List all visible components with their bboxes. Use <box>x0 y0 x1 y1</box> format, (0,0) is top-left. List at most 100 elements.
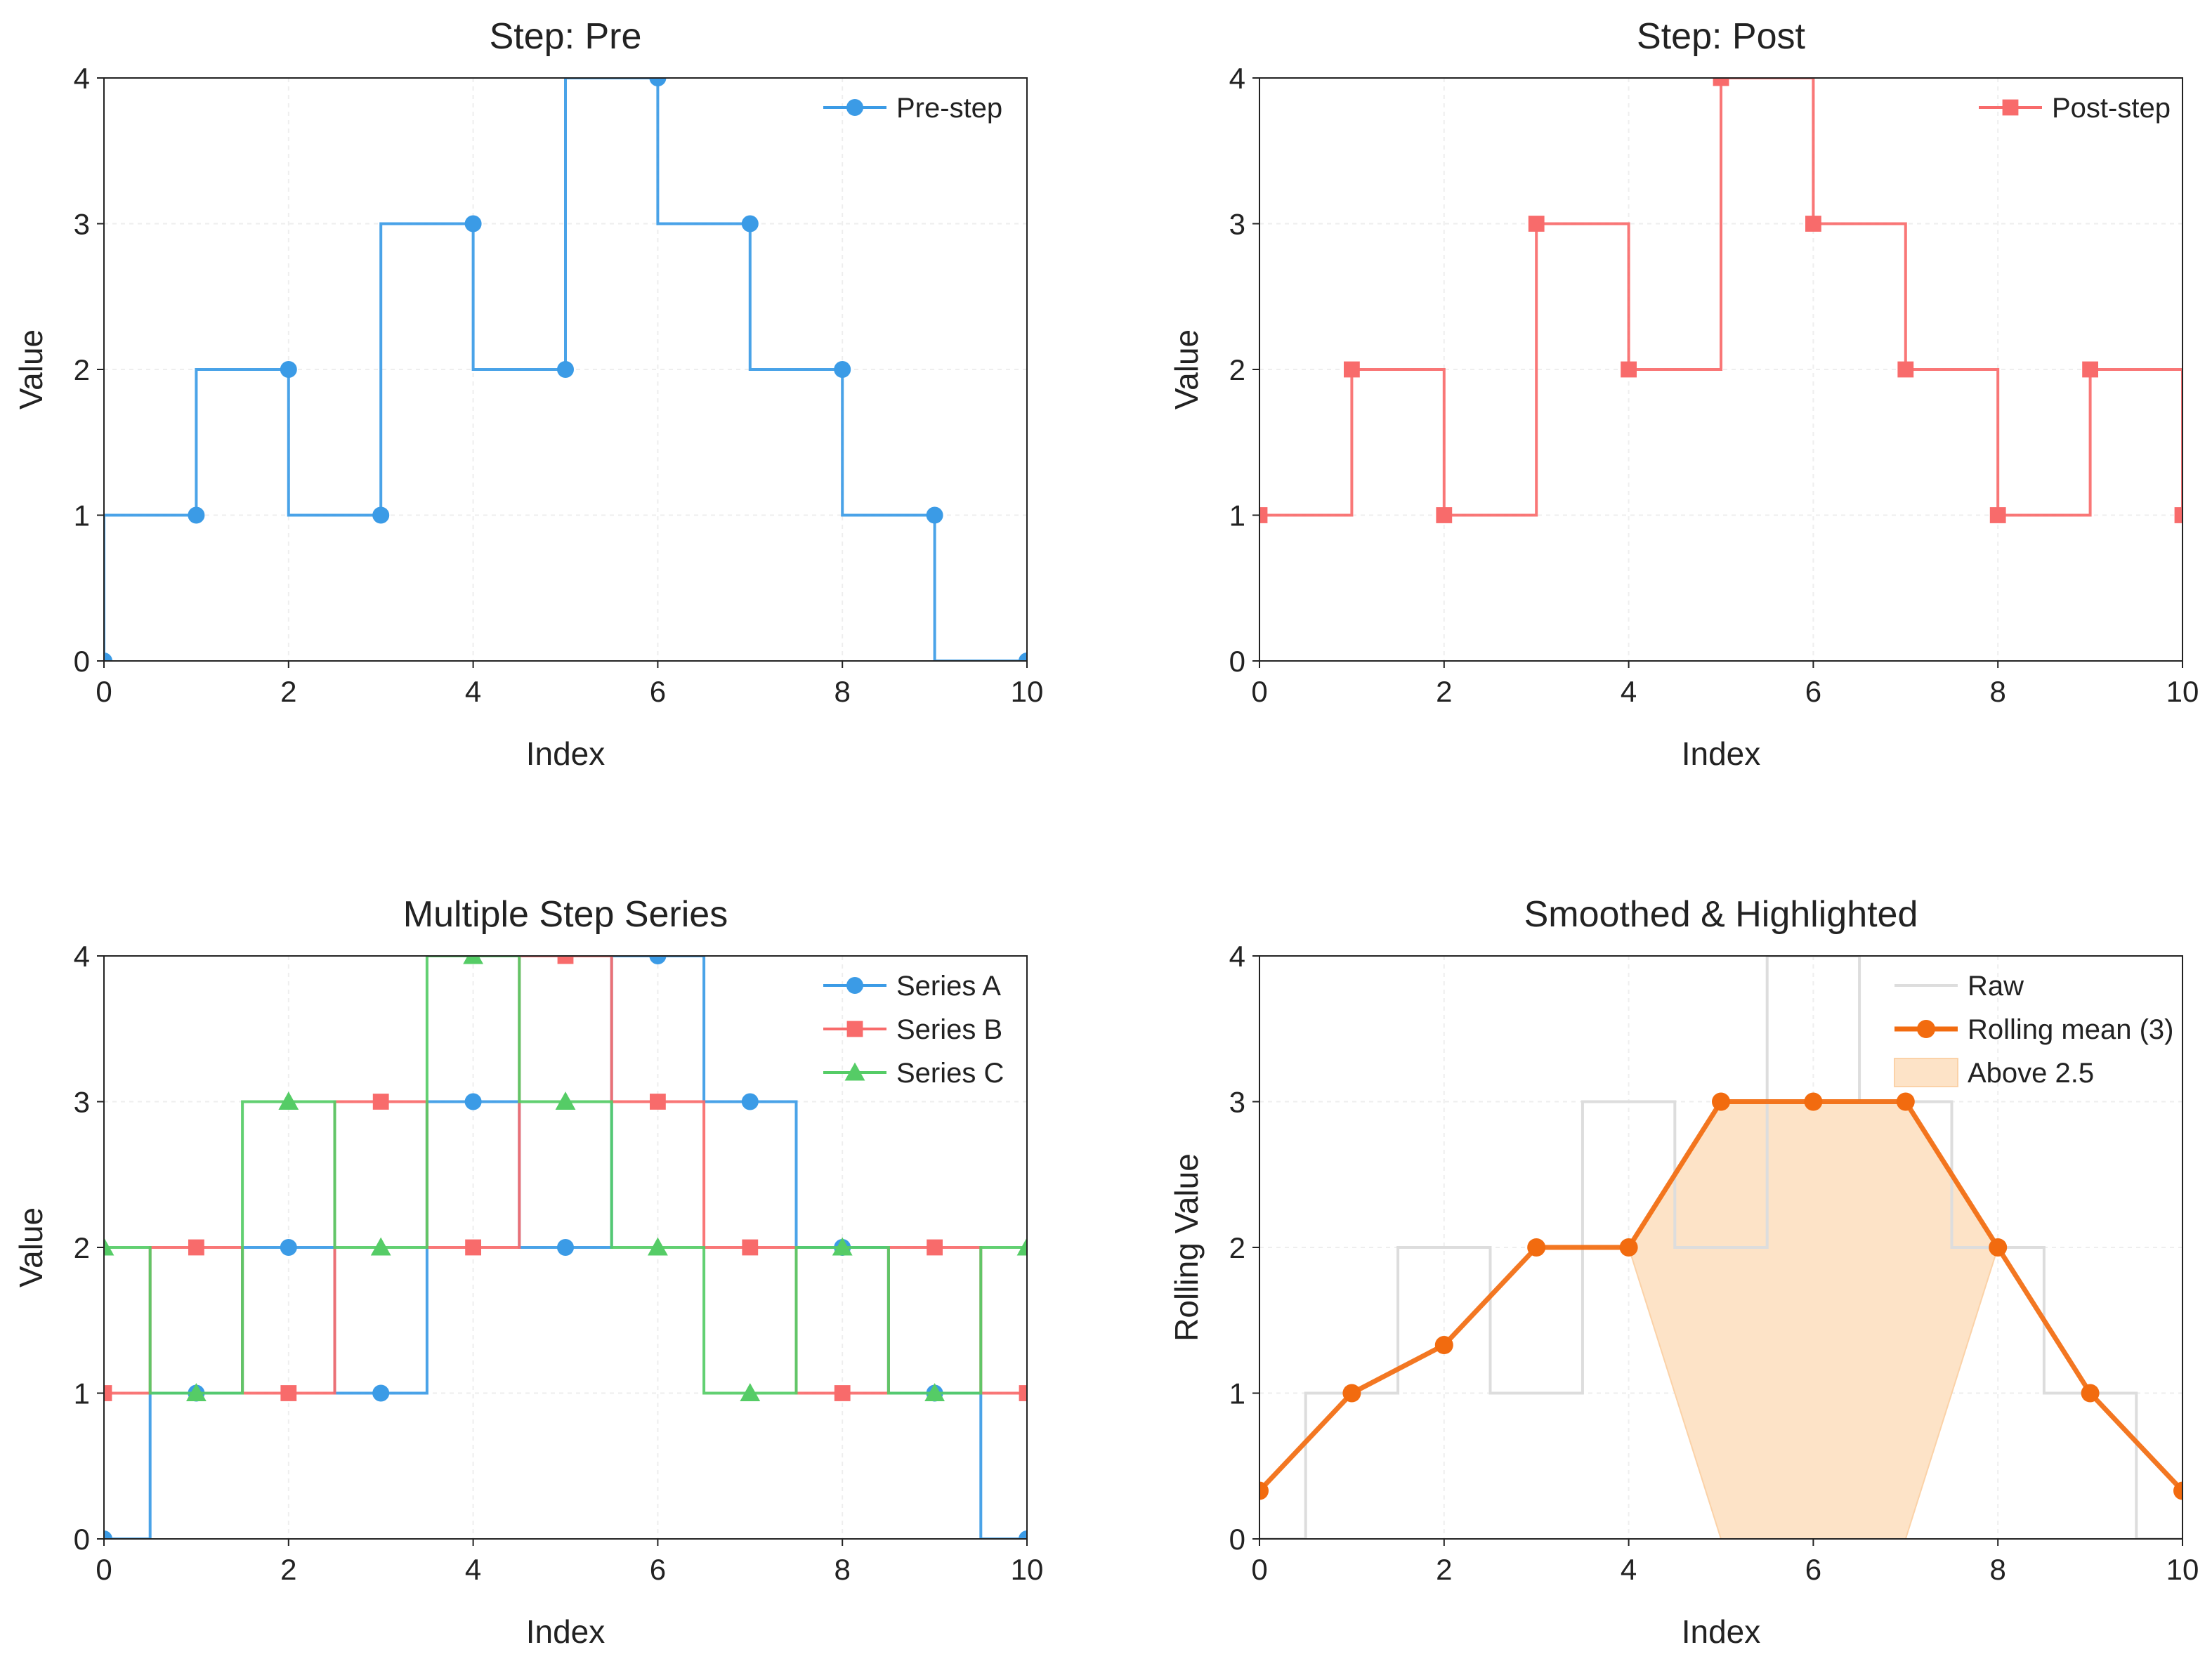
legend-label: Raw <box>1968 971 2024 1002</box>
data-point <box>2081 1384 2100 1403</box>
x-tick-label: 8 <box>1990 1553 2006 1586</box>
data-point <box>465 1239 481 1256</box>
data-point <box>1896 1092 1915 1111</box>
data-point <box>186 1383 207 1402</box>
y-tick-label: 1 <box>1229 1377 1245 1410</box>
data-point <box>741 215 759 232</box>
x-tick-label: 2 <box>280 675 296 708</box>
legend-label: Series A <box>896 971 1001 1002</box>
data-point <box>280 1385 297 1401</box>
y-tick-label: 1 <box>1229 499 1245 532</box>
y-tick-label: 2 <box>74 1231 90 1264</box>
legend-label: Post-step <box>2052 93 2171 124</box>
data-point <box>370 1237 391 1256</box>
x-axis-label: Index <box>1682 735 1761 772</box>
data-point <box>1619 1238 1638 1257</box>
data-point <box>1712 1092 1730 1111</box>
legend-swatch-marker <box>846 99 863 116</box>
data-point <box>832 1237 853 1256</box>
data-point <box>2082 361 2098 378</box>
data-point <box>557 361 574 378</box>
data-point <box>1436 507 1453 523</box>
data-point <box>555 1091 576 1110</box>
data-point <box>557 956 574 964</box>
chart-panel-3: 0 2 4 6 8 10 0 1 2 3 4 Multiple Step Series Index Val… <box>13 894 1043 1650</box>
data-point <box>649 956 667 964</box>
y-tick-label: 3 <box>1229 1086 1245 1119</box>
legend-label: Pre-step <box>896 93 1002 124</box>
x-tick-label: 10 <box>2166 1553 2199 1586</box>
data-point <box>741 1093 759 1110</box>
data-point <box>188 506 205 524</box>
data-point <box>1989 507 2006 523</box>
x-tick-label: 2 <box>280 1553 296 1586</box>
y-tick-label: 3 <box>74 1086 90 1119</box>
data-point <box>372 506 390 524</box>
y-axis-label: Rolling Value <box>1168 1153 1205 1342</box>
data-point <box>1259 1481 1269 1500</box>
data-point <box>927 1239 943 1256</box>
data-point <box>463 956 483 964</box>
legend-label: Series B <box>896 1014 1002 1045</box>
chart-panel-4: 0 2 4 6 8 10 0 1 2 3 4 Smoothed & Highlighted Index R… <box>1168 894 2199 1650</box>
x-axis-label: Index <box>1682 1613 1761 1650</box>
series-line-1 <box>1259 78 2182 517</box>
data-point <box>740 1383 761 1402</box>
data-point <box>1016 1237 1027 1256</box>
data-point <box>557 1239 574 1256</box>
data-point <box>1434 1336 1453 1355</box>
data-point <box>742 1239 759 1256</box>
y-tick-label: 1 <box>74 499 90 532</box>
data-point <box>2174 507 2182 523</box>
y-tick-label: 3 <box>74 208 90 241</box>
data-point <box>1344 361 1360 378</box>
legend-swatch-marker <box>844 1062 865 1081</box>
legend: Series A Series B Series C <box>823 971 1004 1089</box>
x-tick-label: 0 <box>96 1553 112 1586</box>
data-point <box>104 653 112 661</box>
data-point <box>2173 1481 2182 1500</box>
plot-area <box>1259 956 2182 1539</box>
x-tick-label: 0 <box>1251 1553 1267 1586</box>
x-tick-label: 6 <box>1805 1553 1821 1586</box>
data-point <box>1897 361 1914 378</box>
y-tick-label: 3 <box>1229 208 1245 241</box>
chart-panel-2: 0 2 4 6 8 10 0 1 2 3 4 Step: Post Index Value Post-ste… <box>1168 16 2199 772</box>
x-tick-label: 2 <box>1436 1553 1452 1586</box>
x-tick-label: 6 <box>1805 675 1821 708</box>
y-axis-label: Value <box>1168 329 1205 409</box>
x-axis-label: Index <box>526 735 606 772</box>
data-point <box>188 1239 204 1256</box>
legend-swatch-marker <box>846 977 863 994</box>
legend-label: Above 2.5 <box>1968 1058 2094 1089</box>
legend-swatch-marker <box>846 1021 863 1037</box>
y-tick-label: 0 <box>1229 645 1245 678</box>
x-tick-label: 4 <box>465 675 481 708</box>
plot-area <box>1259 78 2182 523</box>
x-tick-label: 4 <box>1621 1553 1637 1586</box>
data-point <box>649 78 667 86</box>
highlight-fill-region <box>1628 1101 1999 1539</box>
x-tick-label: 6 <box>650 675 666 708</box>
legend-label: Rolling mean (3) <box>1968 1014 2173 1045</box>
chart-title: Smoothed & Highlighted <box>1524 894 1918 935</box>
y-tick-label: 2 <box>1229 353 1245 386</box>
legend: Post-step <box>1979 93 2171 124</box>
data-point <box>278 1091 299 1110</box>
data-point <box>372 1384 390 1402</box>
data-point <box>1019 1530 1027 1539</box>
data-point <box>834 1385 851 1401</box>
y-tick-label: 2 <box>74 353 90 386</box>
data-point <box>648 1237 668 1256</box>
data-point <box>280 1239 297 1256</box>
chart-title: Multiple Step Series <box>403 894 728 935</box>
data-point <box>104 1530 112 1539</box>
x-axis-label: Index <box>526 1613 606 1650</box>
y-tick-label: 4 <box>1229 62 1245 95</box>
data-point <box>1621 361 1637 378</box>
y-tick-label: 4 <box>74 940 90 973</box>
data-point <box>1342 1384 1361 1403</box>
data-point <box>1713 78 1729 86</box>
chart-panel-1: 0 2 4 6 8 10 0 1 2 3 4 Step: Pre Index Value Pre-step <box>13 16 1043 772</box>
